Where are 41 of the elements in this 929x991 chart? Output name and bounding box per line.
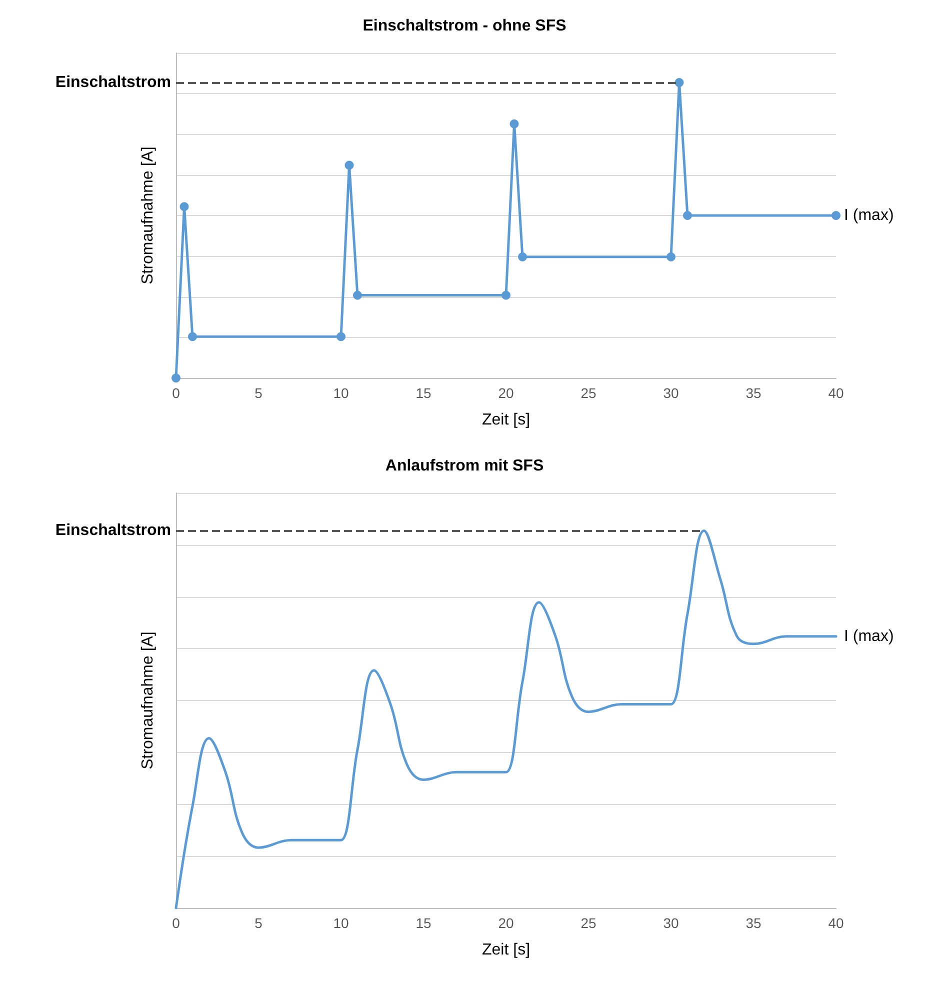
annotation: I (max) <box>844 628 894 645</box>
point <box>502 290 510 300</box>
x-tick-label: 30 <box>663 915 679 931</box>
x-tick-label: 10 <box>333 385 349 401</box>
ref-line-label: Einschaltstrom <box>55 522 171 540</box>
x-tick-label: 30 <box>663 385 679 401</box>
x-tick-label: 0 <box>172 915 180 931</box>
chart-title: Anlaufstrom mit SFS <box>385 458 544 474</box>
x-tick-label: 20 <box>498 915 514 931</box>
y-axis-title: Stromaufnahme [A] <box>140 146 156 284</box>
point <box>180 202 189 212</box>
annotation: I (max) <box>844 207 894 224</box>
point <box>832 211 840 220</box>
x-tick-label: 40 <box>828 385 844 401</box>
point <box>172 374 180 382</box>
x-tick-label: 15 <box>416 915 432 931</box>
x-tick-label: 40 <box>828 915 844 931</box>
y-axis-title: Stromaufnahme [A] <box>140 632 156 770</box>
point <box>666 252 676 262</box>
point <box>510 119 519 128</box>
x-tick-label: 25 <box>580 915 596 931</box>
x-tick-label: 5 <box>254 915 263 931</box>
x-tick-label: 35 <box>746 385 762 401</box>
x-tick-label: 10 <box>333 915 349 931</box>
point <box>188 332 197 342</box>
x-axis-title: Zeit [s] <box>482 942 530 958</box>
point <box>518 252 527 262</box>
x-tick-label: 25 <box>580 385 596 401</box>
ref-line-label: Einschaltstrom <box>55 74 171 92</box>
point <box>344 160 354 170</box>
x-tick-label: 5 <box>254 385 263 401</box>
x-tick-label: 0 <box>172 385 180 401</box>
x-tick-label: 15 <box>416 385 432 401</box>
x-tick-label: 35 <box>746 915 762 931</box>
point <box>674 78 684 88</box>
point <box>353 290 362 300</box>
chart-title: Einschaltstrom - ohne SFS <box>362 18 567 34</box>
x-axis-title: Zeit [s] <box>482 412 530 428</box>
point <box>336 332 346 342</box>
point <box>683 211 692 220</box>
x-tick-label: 20 <box>498 385 514 401</box>
